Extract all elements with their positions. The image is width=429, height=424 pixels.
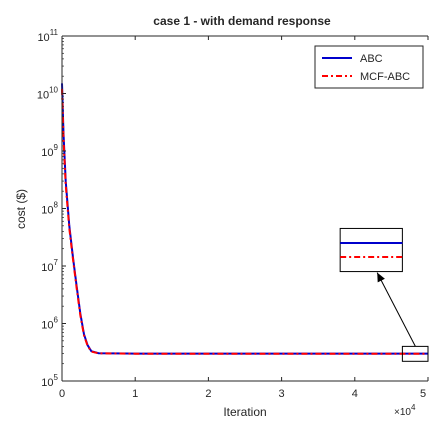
x-axis-label: Iteration	[223, 405, 266, 419]
legend-label-mcf-abc: MCF-ABC	[360, 71, 410, 83]
y-tick-label: 1010	[37, 86, 59, 102]
zoom-arrow-head	[377, 272, 385, 283]
zoom-arrow-line	[376, 272, 416, 347]
x-tick-label: 3	[279, 388, 285, 400]
y-tick-label: 105	[41, 373, 58, 389]
y-tick-label: 109	[41, 143, 58, 159]
series-line-mcf-abc	[61, 88, 428, 355]
legend-box	[314, 45, 424, 89]
legend: ABC MCF-ABC	[314, 45, 424, 89]
series-layer	[61, 83, 428, 355]
x-tick-label: 2	[205, 388, 211, 400]
y-tick-label: 106	[41, 316, 58, 332]
inset-box	[339, 227, 403, 273]
x-tick-labels: 0 1 2 3 4 5	[59, 388, 426, 400]
y-axis-label: cost ($)	[14, 189, 28, 229]
legend-label-abc: ABC	[360, 53, 383, 65]
x-tick-label: 1	[132, 388, 138, 400]
chart-title: case 1 - with demand response	[153, 14, 331, 28]
y-tick-label: 107	[41, 258, 58, 274]
plot-area	[62, 36, 428, 381]
y-tick-labels: 105 106 107 108 109 1010 1011	[37, 28, 59, 389]
y-tick-label: 108	[41, 201, 58, 217]
x-tick-label: 5	[420, 388, 426, 400]
y-tick-label: 1011	[37, 28, 58, 44]
x-tick-label: 0	[59, 388, 65, 400]
axes-layer	[61, 35, 429, 382]
annotation-layer	[339, 227, 429, 362]
axes-background	[62, 36, 428, 381]
x-multiplier: ×104	[394, 403, 416, 418]
x-tick-label: 4	[352, 388, 358, 400]
